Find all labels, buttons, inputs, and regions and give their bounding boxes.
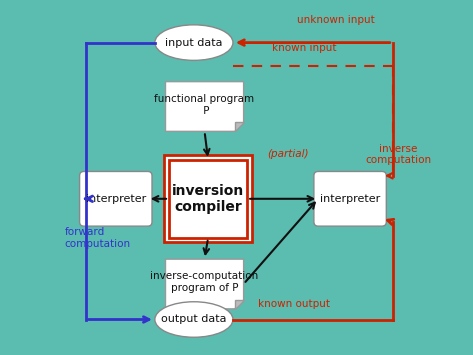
Text: (partial): (partial) — [267, 149, 309, 159]
Ellipse shape — [155, 25, 233, 60]
Text: interpreter: interpreter — [86, 194, 146, 204]
Polygon shape — [166, 259, 244, 309]
FancyBboxPatch shape — [314, 171, 386, 226]
Polygon shape — [235, 122, 244, 131]
FancyBboxPatch shape — [79, 171, 152, 226]
Text: input data: input data — [165, 38, 223, 48]
Polygon shape — [166, 82, 244, 131]
Text: forward
computation: forward computation — [64, 227, 131, 248]
FancyBboxPatch shape — [169, 160, 247, 238]
Text: interpreter: interpreter — [320, 194, 380, 204]
Text: inversion
compiler: inversion compiler — [172, 184, 244, 214]
Polygon shape — [235, 300, 244, 309]
Text: functional program
 P: functional program P — [155, 94, 254, 115]
Text: unknown input: unknown input — [297, 15, 375, 24]
Text: output data: output data — [161, 315, 227, 324]
FancyBboxPatch shape — [165, 155, 252, 242]
Text: known output: known output — [258, 299, 330, 308]
Text: known input: known input — [272, 43, 336, 53]
Text: inverse-computation
program of P: inverse-computation program of P — [150, 272, 259, 293]
Ellipse shape — [155, 302, 233, 337]
Text: inverse
computation: inverse computation — [365, 144, 431, 165]
